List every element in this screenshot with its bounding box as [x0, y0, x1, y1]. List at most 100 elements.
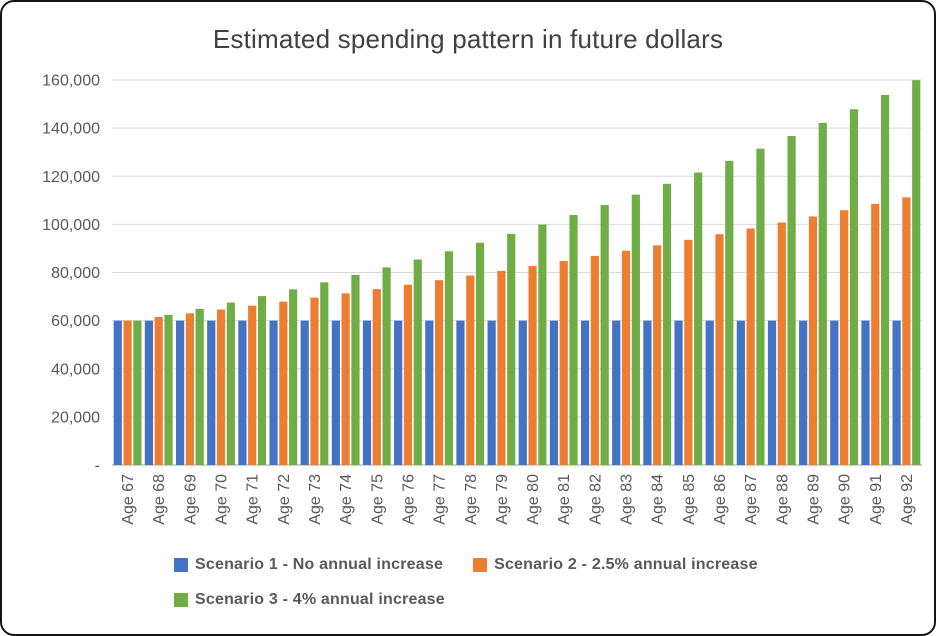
y-tick-label: 160,000	[42, 73, 100, 90]
x-tick-label: Age 87	[743, 474, 760, 525]
y-tick-label: 60,000	[51, 313, 100, 330]
bar	[341, 293, 350, 465]
bar	[694, 172, 703, 465]
bar	[621, 250, 631, 465]
x-tick-label: Age 72	[276, 474, 293, 525]
y-tick-label: 120,000	[42, 169, 100, 186]
bar	[912, 80, 921, 466]
bar	[195, 308, 204, 465]
bar	[902, 197, 911, 465]
chart-title: Estimated spending pattern in future dol…	[212, 24, 724, 54]
bar	[643, 320, 652, 466]
legend-label-scenario-3: Scenario 3 - 4% annual increase	[195, 591, 445, 608]
bar	[518, 320, 527, 466]
y-tick-label: 100,000	[42, 217, 100, 234]
bar	[382, 267, 391, 465]
bar	[238, 320, 247, 466]
bar	[123, 320, 132, 466]
bar	[569, 215, 578, 465]
bar	[154, 317, 163, 465]
bar	[662, 183, 672, 465]
bar	[175, 320, 185, 466]
x-tick-label: Age 79	[494, 474, 511, 525]
bar	[435, 280, 444, 465]
chart-legend-row-1: Scenario 1 - No annual increase Scenario…	[174, 556, 758, 574]
bar	[538, 224, 547, 465]
bar	[777, 222, 786, 465]
bar	[226, 302, 235, 465]
bar	[715, 234, 724, 465]
bar	[507, 233, 516, 465]
x-tick-label: Age 76	[400, 474, 417, 525]
bar	[808, 216, 818, 465]
y-tick-label: 140,000	[42, 121, 100, 138]
x-tick-label: Age 92	[899, 474, 916, 525]
scenario-1-swatch-icon	[174, 558, 188, 572]
x-tick-label: Age 77	[432, 474, 449, 525]
bar	[331, 320, 340, 466]
bar	[289, 289, 298, 465]
bar	[248, 305, 257, 465]
bar	[310, 297, 319, 465]
bar	[799, 320, 808, 466]
bar	[684, 239, 693, 465]
bar	[144, 320, 154, 466]
bar	[861, 320, 870, 466]
bar	[528, 265, 537, 465]
bar	[425, 320, 434, 466]
bar	[830, 320, 839, 466]
bar	[612, 320, 621, 466]
bar	[466, 275, 475, 465]
legend-item-scenario-3: Scenario 3 - 4% annual increase	[174, 591, 445, 609]
bar	[767, 320, 777, 466]
bar	[475, 242, 485, 465]
x-tick-label: Age 69	[182, 474, 199, 525]
bar	[279, 301, 288, 465]
x-tick-label: Age 83	[619, 474, 636, 525]
x-tick-label: Age 90	[837, 474, 854, 525]
bar	[787, 136, 796, 465]
x-tick-label: Age 89	[805, 474, 822, 525]
y-tick-label: 20,000	[51, 409, 100, 426]
bar	[257, 296, 267, 465]
bar	[133, 320, 142, 466]
scenario-3-swatch-icon	[174, 593, 188, 607]
x-tick-label: Age 84	[650, 474, 667, 525]
y-tick-label: 40,000	[51, 361, 100, 378]
bar	[362, 320, 372, 466]
bar	[849, 109, 859, 465]
bar	[756, 148, 765, 465]
bar	[736, 320, 745, 466]
bar	[269, 320, 278, 466]
bar	[320, 282, 329, 465]
bar	[185, 313, 194, 465]
bar	[653, 245, 662, 465]
bar	[590, 255, 599, 465]
bar	[871, 203, 880, 466]
bar	[372, 289, 381, 465]
x-tick-label: Age 86	[712, 474, 729, 525]
legend-item-scenario-2: Scenario 2 - 2.5% annual increase	[473, 556, 758, 574]
bar-chart-plot-area: - 20,000 40,000 60,000 80,000 100,000 120,000 1…	[42, 73, 922, 525]
bar	[394, 320, 403, 466]
bar	[674, 320, 683, 466]
bar	[497, 270, 506, 465]
x-tick-label: Age 70	[214, 474, 231, 525]
bar	[600, 205, 609, 465]
bar	[456, 320, 465, 466]
x-tick-label: Age 91	[868, 474, 885, 525]
bar	[444, 251, 454, 465]
bar	[549, 320, 559, 466]
bar	[413, 259, 422, 465]
bar	[892, 320, 901, 466]
bar	[559, 261, 568, 465]
legend-item-scenario-1: Scenario 1 - No annual increase	[174, 556, 443, 574]
scenario-2-swatch-icon	[473, 558, 488, 572]
bar	[113, 320, 122, 466]
bar	[351, 275, 360, 465]
bar	[631, 194, 640, 465]
legend-label-scenario-1: Scenario 1 - No annual increase	[195, 556, 444, 573]
bar	[300, 320, 309, 466]
x-tick-label: Age 85	[681, 474, 698, 525]
